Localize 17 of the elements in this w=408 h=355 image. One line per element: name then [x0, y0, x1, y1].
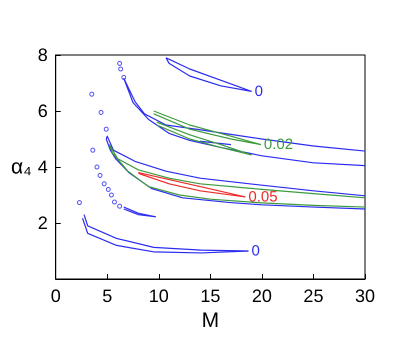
x-tick-label: 20 [252, 286, 272, 306]
y-axis-title: α₄ [10, 156, 32, 178]
y-tick-label: 4 [38, 157, 48, 177]
series-label: 0.02 [264, 136, 294, 154]
x-tick-label: 5 [102, 286, 112, 306]
x-tick-label: 0 [50, 286, 61, 306]
x-tick-label: 15 [200, 286, 220, 306]
series-label: 0.05 [248, 188, 278, 206]
series-label: 0 [252, 242, 260, 260]
x-tick-label: 25 [303, 286, 324, 306]
y-tick-label: 8 [38, 45, 48, 65]
x-tick-label: 10 [148, 286, 169, 306]
series-label: 0 [254, 82, 263, 100]
x-axis-title: M [202, 308, 220, 332]
x-tick-label: 30 [354, 286, 376, 306]
y-tick-label: 2 [38, 213, 48, 233]
y-tick-label: 6 [38, 101, 48, 121]
